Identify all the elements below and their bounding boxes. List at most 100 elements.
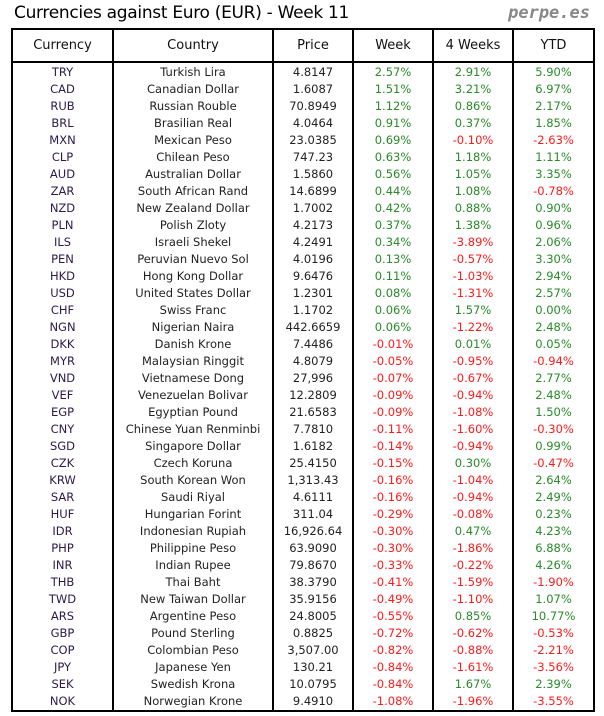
four-week-change: -0.95% xyxy=(432,353,514,370)
ytd-change: 6.88% xyxy=(512,540,595,557)
table-row: AUD Australian Dollar 1.5860 0.56% 1.05% 3.35… xyxy=(11,166,595,183)
country: Hong Kong Dollar xyxy=(112,268,274,285)
country: Russian Rouble xyxy=(112,98,274,115)
table-header: Currency Country Price Week 4 Weeks YTD xyxy=(11,28,595,63)
week-change: -0.41% xyxy=(352,574,434,591)
country: Chinese Yuan Renminbi xyxy=(112,421,274,438)
country: Australian Dollar xyxy=(112,166,274,183)
price: 1,313.43 xyxy=(272,472,354,489)
currency-code: AUD xyxy=(11,166,114,183)
week-change: 0.06% xyxy=(352,319,434,336)
week-change: 0.08% xyxy=(352,285,434,302)
four-week-change: -1.86% xyxy=(432,540,514,557)
price: 7.7810 xyxy=(272,421,354,438)
four-week-change: -1.61% xyxy=(432,659,514,676)
table-row: IDR Indonesian Rupiah 16,926.64 -0.30% 0.47%… xyxy=(11,523,595,540)
ytd-change: -2.21% xyxy=(512,642,595,659)
currency-code: JPY xyxy=(11,659,114,676)
currency-code: THB xyxy=(11,574,114,591)
country: Philippine Peso xyxy=(112,540,274,557)
week-change: 1.12% xyxy=(352,98,434,115)
country: Nigerian Naira xyxy=(112,319,274,336)
table-row: HUF Hungarian Forint 311.04 -0.29% -0.08% 0.2… xyxy=(11,506,595,523)
four-week-change: -0.94% xyxy=(432,489,514,506)
four-week-change: -0.67% xyxy=(432,370,514,387)
four-week-change: 1.67% xyxy=(432,676,514,693)
ytd-change: -0.53% xyxy=(512,625,595,642)
week-change: -0.07% xyxy=(352,370,434,387)
table-row: PHP Philippine Peso 63.9090 -0.30% -1.86% 6.8… xyxy=(11,540,595,557)
price: 3,507.00 xyxy=(272,642,354,659)
table-row: MYR Malaysian Ringgit 4.8079 -0.05% -0.95% -0… xyxy=(11,353,595,370)
table-row: NGN Nigerian Naira 442.6659 0.06% -1.22% 2.48… xyxy=(11,319,595,336)
week-change: -0.30% xyxy=(352,523,434,540)
currency-code: USD xyxy=(11,285,114,302)
price: 442.6659 xyxy=(272,319,354,336)
price: 12.2809 xyxy=(272,387,354,404)
country: Norwegian Krone xyxy=(112,693,274,711)
currency-code: NOK xyxy=(11,693,114,711)
four-week-change: -1.03% xyxy=(432,268,514,285)
week-change: -0.49% xyxy=(352,591,434,608)
ytd-change: 1.11% xyxy=(512,149,595,166)
ytd-change: 2.48% xyxy=(512,319,595,336)
ytd-change: 2.94% xyxy=(512,268,595,285)
currency-code: VEF xyxy=(11,387,114,404)
currency-code: ARS xyxy=(11,608,114,625)
price: 21.6583 xyxy=(272,404,354,421)
ytd-change: 5.90% xyxy=(512,62,595,81)
country: Peruvian Nuevo Sol xyxy=(112,251,274,268)
ytd-change: 0.23% xyxy=(512,506,595,523)
country: Swiss Franc xyxy=(112,302,274,319)
week-change: 0.44% xyxy=(352,183,434,200)
price: 23.0385 xyxy=(272,132,354,149)
ytd-change: 2.39% xyxy=(512,676,595,693)
ytd-change: 2.57% xyxy=(512,285,595,302)
ytd-change: -2.63% xyxy=(512,132,595,149)
week-change: -0.01% xyxy=(352,336,434,353)
price: 4.2173 xyxy=(272,217,354,234)
table-row: ARS Argentine Peso 24.8005 -0.55% 0.85% 10.77… xyxy=(11,608,595,625)
table-row: PEN Peruvian Nuevo Sol 4.0196 0.13% -0.57% 3.… xyxy=(11,251,595,268)
table-row: SGD Singapore Dollar 1.6182 -0.14% -0.94% 0.9… xyxy=(11,438,595,455)
four-week-change: 0.30% xyxy=(432,455,514,472)
country: United States Dollar xyxy=(112,285,274,302)
price: 130.21 xyxy=(272,659,354,676)
currency-code: EGP xyxy=(11,404,114,421)
table-row: TRY Turkish Lira 4.8147 2.57% 2.91% 5.90% xyxy=(11,62,595,81)
ytd-change: 1.50% xyxy=(512,404,595,421)
ytd-change: 1.07% xyxy=(512,591,595,608)
currency-code: ZAR xyxy=(11,183,114,200)
week-change: 0.63% xyxy=(352,149,434,166)
table-row: VEF Venezuelan Bolivar 12.2809 -0.09% -0.94%… xyxy=(11,387,595,404)
country: South African Rand xyxy=(112,183,274,200)
ytd-change: 2.64% xyxy=(512,472,595,489)
table-row: CLP Chilean Peso 747.23 0.63% 1.18% 1.11% xyxy=(11,149,595,166)
four-week-change: 0.37% xyxy=(432,115,514,132)
ytd-change: 0.99% xyxy=(512,438,595,455)
table-row: RUB Russian Rouble 70.8949 1.12% 0.86% 2.17% xyxy=(11,98,595,115)
table-row: THB Thai Baht 38.3790 -0.41% -1.59% -1.90% xyxy=(11,574,595,591)
country: Venezuelan Bolivar xyxy=(112,387,274,404)
currency-code: CLP xyxy=(11,149,114,166)
price: 27,996 xyxy=(272,370,354,387)
table-row: HKD Hong Kong Dollar 9.6476 0.11% -1.03% 2.94… xyxy=(11,268,595,285)
currency-code: MXN xyxy=(11,132,114,149)
ytd-change: -0.30% xyxy=(512,421,595,438)
currency-code: CAD xyxy=(11,81,114,98)
currency-code: VND xyxy=(11,370,114,387)
table-row: DKK Danish Krone 7.4486 -0.01% 0.01% 0.05% xyxy=(11,336,595,353)
currency-code: CNY xyxy=(11,421,114,438)
country: Egyptian Pound xyxy=(112,404,274,421)
country: Canadian Dollar xyxy=(112,81,274,98)
week-change: -1.08% xyxy=(352,693,434,711)
country: Thai Baht xyxy=(112,574,274,591)
country: Malaysian Ringgit xyxy=(112,353,274,370)
country: Czech Koruna xyxy=(112,455,274,472)
price: 79.8670 xyxy=(272,557,354,574)
four-week-change: 0.01% xyxy=(432,336,514,353)
four-week-change: 1.57% xyxy=(432,302,514,319)
country: Saudi Riyal xyxy=(112,489,274,506)
ytd-change: -0.94% xyxy=(512,353,595,370)
ytd-change: 4.26% xyxy=(512,557,595,574)
